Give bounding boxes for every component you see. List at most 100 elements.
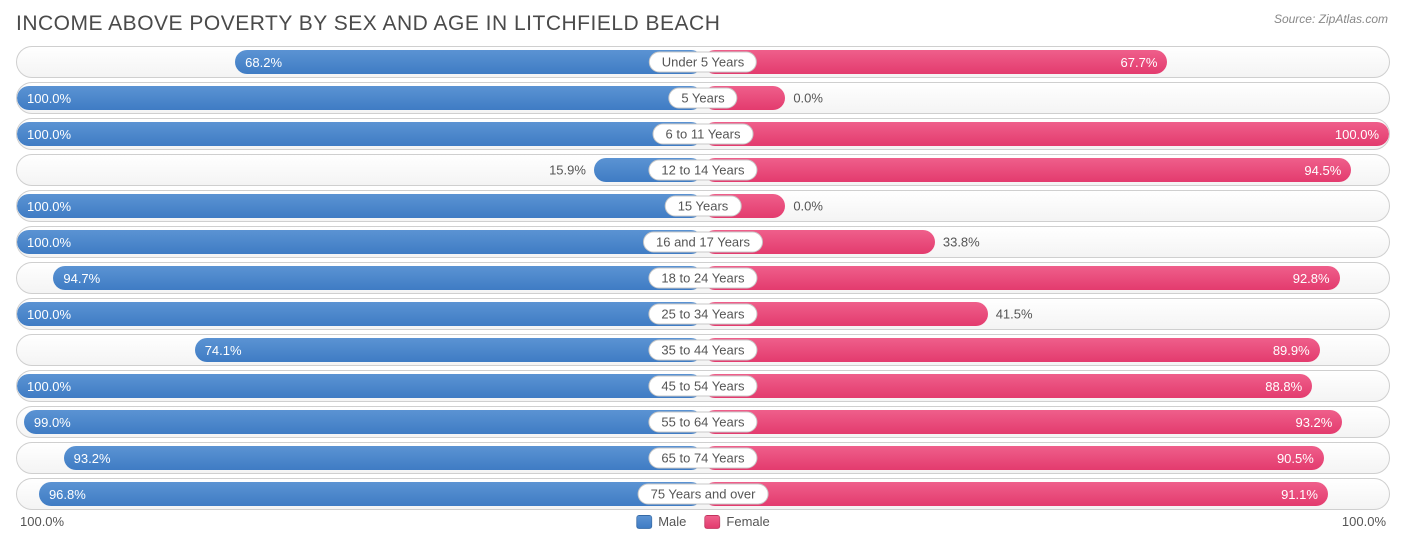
chart-row: 100.0% 88.8% 45 to 54 Years [16,370,1390,402]
male-bar: 68.2% [235,50,703,74]
female-bar: 100.0% [703,122,1389,146]
female-half: 94.5% [703,155,1389,185]
chart-container: INCOME ABOVE POVERTY BY SEX AND AGE IN L… [0,0,1406,559]
female-half: 93.2% [703,407,1389,437]
male-value-label: 100.0% [27,91,71,106]
category-label: 16 and 17 Years [643,232,763,253]
legend-label-male: Male [658,514,686,529]
female-value-label: 90.5% [1277,451,1314,466]
male-value-label: 93.2% [74,451,111,466]
legend: Male Female [636,514,770,529]
category-label: 6 to 11 Years [653,124,754,145]
male-value-label: 15.9% [549,163,586,178]
chart-row: 100.0% 0.0% 15 Years [16,190,1390,222]
male-half: 100.0% [17,83,703,113]
female-half: 89.9% [703,335,1389,365]
female-value-label: 33.8% [943,235,980,250]
female-value-label: 89.9% [1273,343,1310,358]
chart-row: 100.0%100.0%6 to 11 Years [16,118,1390,150]
category-label: 55 to 64 Years [648,412,757,433]
chart-rows: 68.2% 67.7% Under 5 Years 100.0% 0.0% 5 Years… [16,46,1390,510]
legend-item-female: Female [704,514,769,529]
female-half: 67.7% [703,47,1389,77]
chart-row: 100.0% 0.0% 5 Years [16,82,1390,114]
chart-row: 74.1% 89.9% 35 to 44 Years [16,334,1390,366]
male-half: 99.0% [17,407,703,437]
x-axis: 100.0% Male Female 100.0% [16,514,1390,536]
male-half: 100.0% [17,191,703,221]
male-bar: 96.8% [39,482,703,506]
male-bar: 94.7% [53,266,703,290]
male-bar: 100.0% [17,230,703,254]
female-bar: 89.9% [703,338,1320,362]
male-half: 15.9% [17,155,703,185]
female-bar: 93.2% [703,410,1342,434]
female-bar: 92.8% [703,266,1340,290]
axis-tick-left: 100.0% [20,514,64,529]
female-value-label: 92.8% [1293,271,1330,286]
female-bar: 91.1% [703,482,1328,506]
category-label: 5 Years [668,88,737,109]
category-label: 35 to 44 Years [648,340,757,361]
chart-row: 100.0% 41.5% 25 to 34 Years [16,298,1390,330]
male-half: 96.8% [17,479,703,509]
male-bar: 93.2% [64,446,703,470]
female-value-label: 0.0% [793,91,823,106]
category-label: 75 Years and over [638,484,769,505]
male-half: 100.0% [17,371,703,401]
category-label: 12 to 14 Years [648,160,757,181]
source-attribution: Source: ZipAtlas.com [1274,12,1388,26]
male-value-label: 99.0% [34,415,71,430]
chart-row: 93.2%90.5%65 to 74 Years [16,442,1390,474]
male-half: 100.0% [17,119,703,149]
male-bar: 100.0% [17,86,703,110]
category-label: 15 Years [665,196,742,217]
female-value-label: 0.0% [793,199,823,214]
category-label: 25 to 34 Years [648,304,757,325]
male-bar: 100.0% [17,302,703,326]
female-bar: 94.5% [703,158,1351,182]
legend-item-male: Male [636,514,686,529]
male-bar: 100.0% [17,374,703,398]
female-half: 100.0% [703,119,1389,149]
female-value-label: 94.5% [1304,163,1341,178]
chart-row: 15.9% 94.5% 12 to 14 Years [16,154,1390,186]
category-label: Under 5 Years [649,52,757,73]
male-value-label: 74.1% [205,343,242,358]
male-value-label: 68.2% [245,55,282,70]
chart-row: 68.2% 67.7% Under 5 Years [16,46,1390,78]
female-value-label: 41.5% [996,307,1033,322]
axis-tick-right: 100.0% [1342,514,1386,529]
male-bar: 100.0% [17,122,703,146]
legend-swatch-female [704,515,720,529]
male-bar: 100.0% [17,194,703,218]
female-value-label: 67.7% [1121,55,1158,70]
male-half: 100.0% [17,299,703,329]
male-value-label: 96.8% [49,487,86,502]
male-bar: 99.0% [24,410,703,434]
legend-swatch-male [636,515,652,529]
female-half: 41.5% [703,299,1389,329]
male-half: 74.1% [17,335,703,365]
female-half: 33.8% [703,227,1389,257]
chart-title: INCOME ABOVE POVERTY BY SEX AND AGE IN L… [16,12,1390,36]
male-value-label: 100.0% [27,199,71,214]
female-value-label: 88.8% [1265,379,1302,394]
female-half: 0.0% [703,191,1389,221]
male-value-label: 100.0% [27,379,71,394]
male-half: 100.0% [17,227,703,257]
male-value-label: 100.0% [27,307,71,322]
category-label: 45 to 54 Years [648,376,757,397]
female-bar: 67.7% [703,50,1167,74]
female-value-label: 91.1% [1281,487,1318,502]
male-half: 68.2% [17,47,703,77]
female-half: 90.5% [703,443,1389,473]
male-bar: 74.1% [195,338,703,362]
male-half: 93.2% [17,443,703,473]
chart-row: 94.7%92.8%18 to 24 Years [16,262,1390,294]
male-half: 94.7% [17,263,703,293]
male-value-label: 100.0% [27,235,71,250]
female-bar: 90.5% [703,446,1324,470]
chart-row: 96.8% 91.1% 75 Years and over [16,478,1390,510]
chart-row: 99.0% 93.2%55 to 64 Years [16,406,1390,438]
